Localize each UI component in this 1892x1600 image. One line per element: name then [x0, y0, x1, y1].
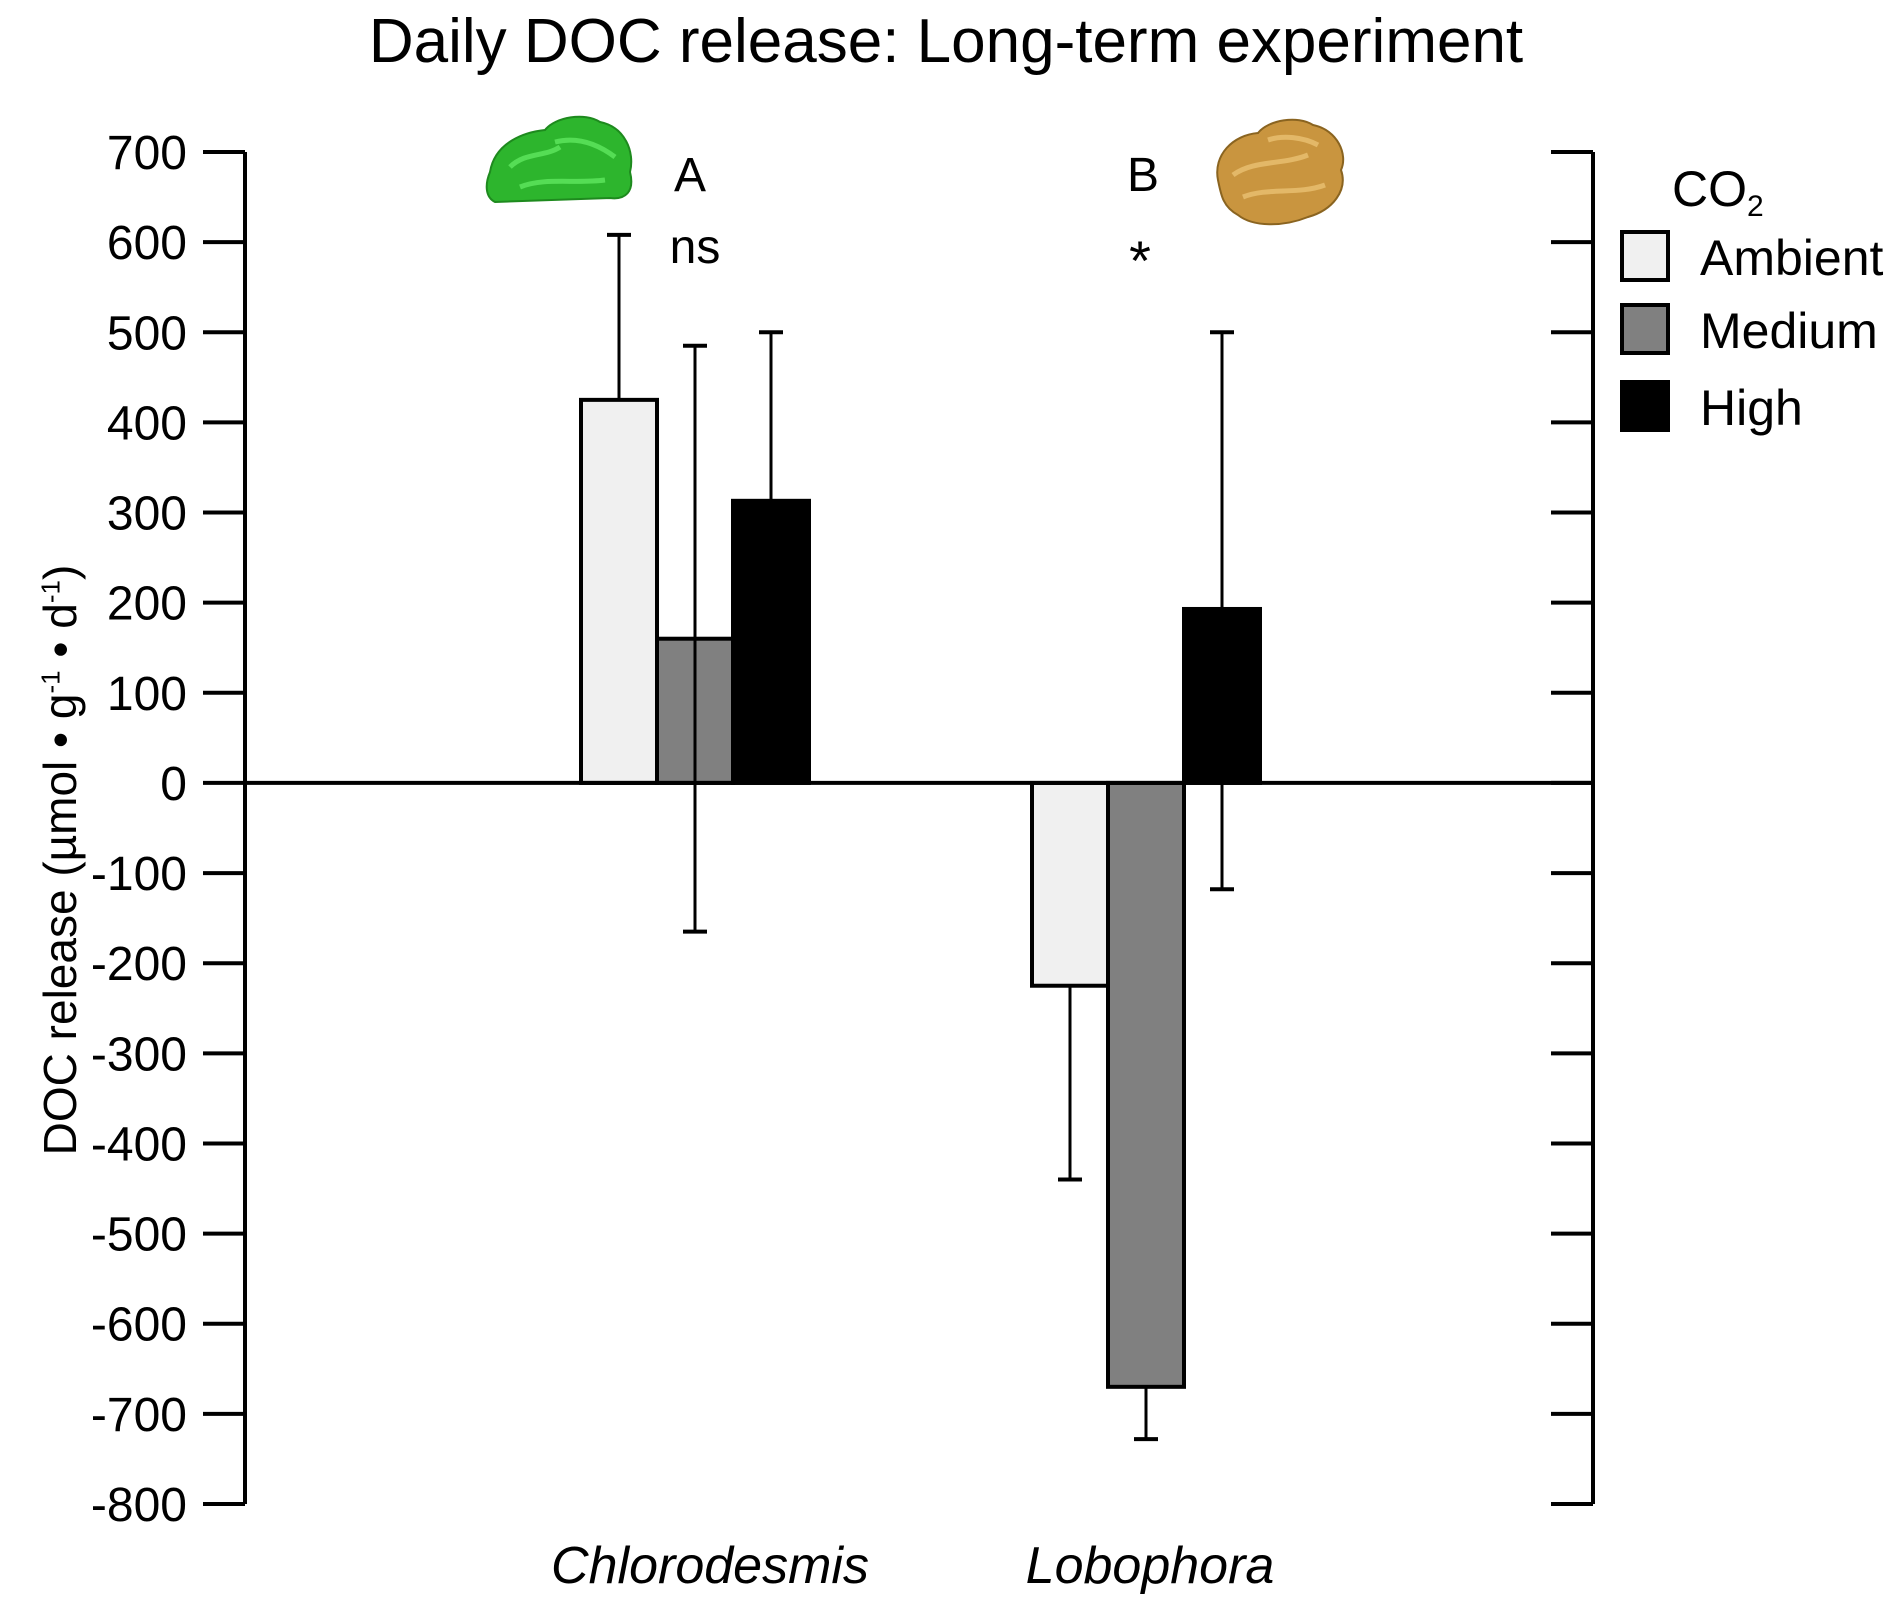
- y-tick-label: 0: [160, 758, 187, 811]
- y-tick-label: 600: [107, 217, 187, 270]
- green-algae-texture: [508, 137, 617, 190]
- axes: 700 600 500 400 300 200 100 0 -100 -200 -300 -400 -5…: [91, 127, 1595, 1532]
- bars: [579, 397, 1262, 1389]
- y-tick-label: 100: [107, 668, 187, 721]
- annotation-significance-ns: ns: [669, 221, 721, 274]
- y-tick-label: -200: [91, 938, 187, 991]
- y-tick-label: 700: [107, 127, 187, 180]
- legend-swatch-ambient: [1620, 230, 1670, 282]
- y-tick-label: -400: [91, 1118, 187, 1171]
- annotation-letter-b: B: [1126, 149, 1160, 202]
- bar-high-chlorodesmis: [731, 498, 811, 785]
- y-tick-label: 300: [107, 488, 187, 541]
- error-bars: [607, 232, 1234, 1442]
- legend-title: CO2: [1672, 161, 1764, 223]
- legend-label-high: High: [1700, 380, 1803, 436]
- annotation-letter-a: A: [673, 149, 707, 202]
- x-tick-label-chlorodesmis: Chlorodesmis: [551, 1537, 869, 1595]
- y-tick-label: 400: [107, 397, 187, 450]
- y-tick-label: 500: [107, 307, 187, 360]
- legend-label-ambient: Ambient: [1700, 230, 1884, 286]
- y-tick-label: -800: [91, 1479, 187, 1532]
- y-axis-label: DOC release (µmol • g-1 • d-1): [34, 564, 86, 1156]
- y-tick-label: -100: [91, 848, 187, 901]
- y-tick-label: -600: [91, 1299, 187, 1352]
- y-tick-label: -300: [91, 1028, 187, 1081]
- brown-algae-shape: [1216, 118, 1345, 226]
- y-tick-label: 200: [107, 578, 187, 631]
- bar-ambient-chlorodesmis: [579, 397, 659, 785]
- brown-algae-icon: [1216, 118, 1345, 226]
- y-tick-label: -500: [91, 1209, 187, 1262]
- x-tick-label-lobophora: Lobophora: [1025, 1537, 1275, 1595]
- annotation-significance-star: *: [1129, 229, 1151, 292]
- legend-swatch-medium: [1620, 303, 1670, 355]
- bar-medium-lobophora: [1106, 780, 1186, 1389]
- chart-title: Daily DOC release: Long-term experiment: [368, 7, 1524, 76]
- icons: [485, 115, 1345, 226]
- y-tick-label: -700: [91, 1389, 187, 1442]
- bar-ambient-lobophora: [1030, 780, 1110, 988]
- legend-label-medium: Medium: [1700, 303, 1878, 359]
- green-algae-shape: [485, 115, 633, 204]
- legend-swatch-high: [1620, 380, 1670, 432]
- green-algae-icon: [485, 115, 633, 204]
- brown-algae-texture: [1231, 134, 1326, 200]
